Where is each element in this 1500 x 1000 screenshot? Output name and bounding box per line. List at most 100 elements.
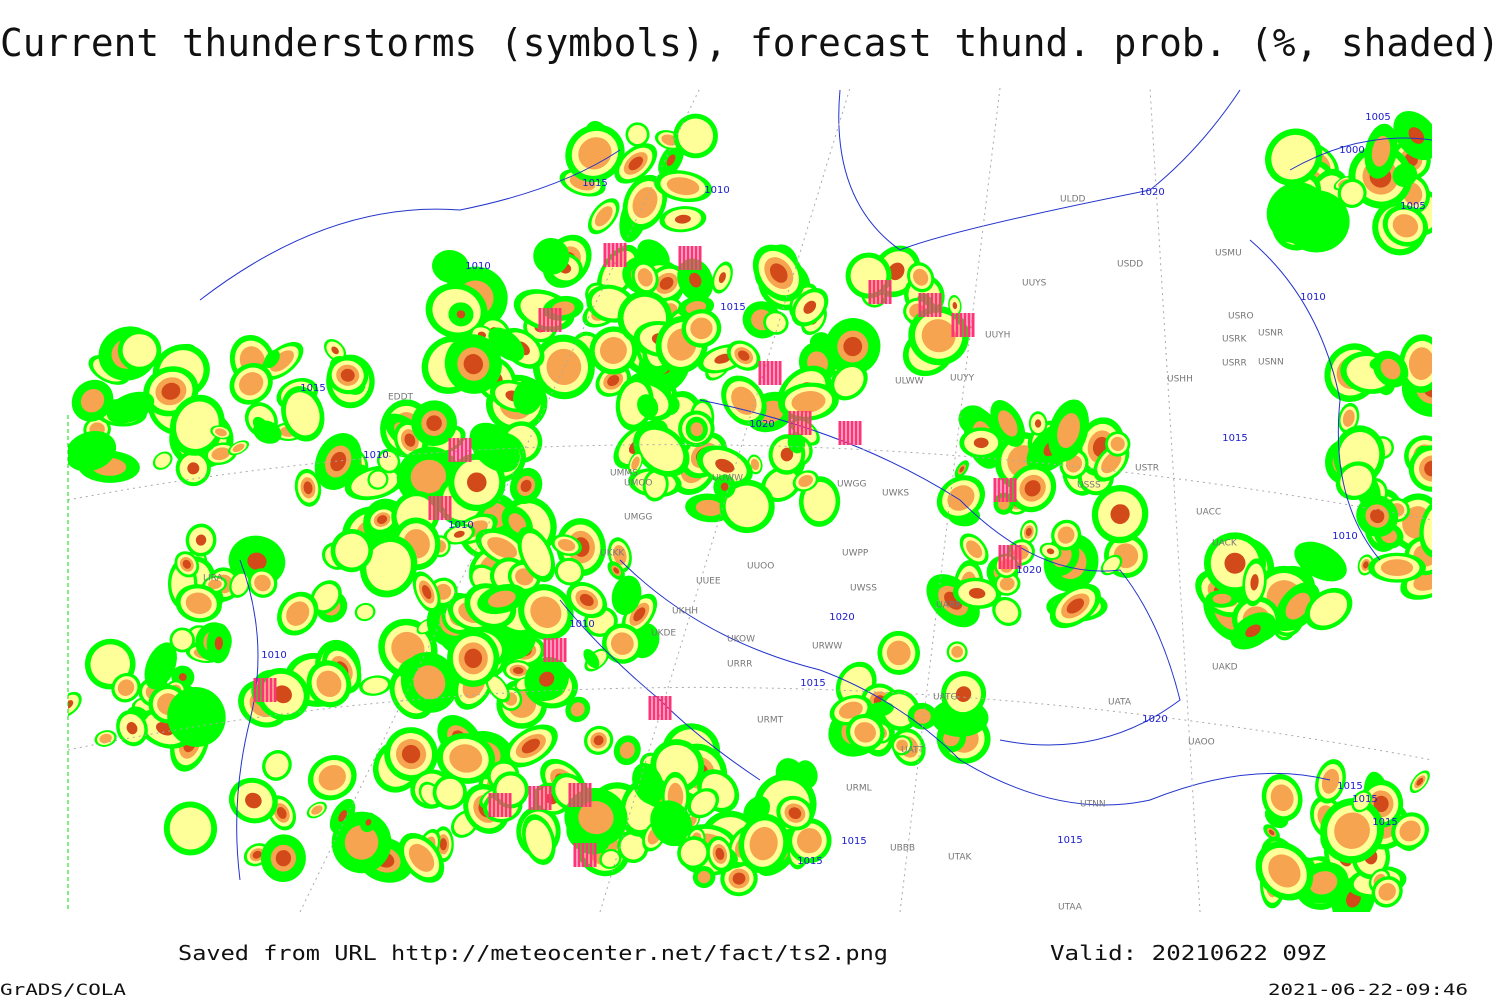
shade-max: [520, 479, 532, 493]
shade-mid: [601, 851, 620, 867]
shade-high: [1380, 358, 1401, 380]
shade-high: [1101, 451, 1122, 474]
shade-high: [921, 319, 956, 353]
shade-high: [690, 422, 704, 437]
isobar-label: 1015: [797, 856, 822, 867]
shade-high: [311, 805, 323, 815]
shade-high: [410, 459, 447, 494]
shade-max: [214, 636, 223, 651]
shade-low: [469, 422, 521, 473]
shade-high: [1342, 409, 1355, 427]
isobar-label: 1015: [800, 678, 825, 689]
shade-high: [551, 301, 575, 316]
shade-max: [453, 530, 465, 538]
credit: GrADS/COLA: [0, 980, 126, 999]
shade-high: [578, 801, 614, 835]
shade-max: [1224, 552, 1246, 574]
source-url: Saved from URL http://meteocenter.net/fa…: [178, 941, 888, 965]
isobar: [199, 149, 621, 301]
graticule: [68, 88, 1432, 912]
station-label: UUOO: [747, 562, 774, 572]
station-label: URMT: [757, 716, 784, 726]
shade-max: [1363, 561, 1369, 569]
station-label: UMOO: [624, 479, 653, 489]
meridian: [899, 88, 1001, 912]
isobar-label: 1010: [569, 619, 594, 630]
shade-mid: [690, 791, 716, 815]
station-label: UAKD: [1212, 663, 1238, 673]
shade-low: [513, 378, 543, 415]
shade-max: [689, 272, 702, 288]
shade-high: [637, 268, 653, 287]
shade-high: [449, 744, 483, 773]
shade-max: [404, 433, 416, 447]
shade-max: [426, 415, 442, 431]
shade-mid: [725, 485, 769, 528]
shade-max: [401, 744, 421, 764]
station-label: EDDT: [388, 393, 414, 403]
shade-max: [1110, 504, 1130, 525]
isobar-label: 1015: [841, 836, 866, 847]
shade-max: [1066, 598, 1085, 614]
station-label: UKKK: [600, 549, 625, 559]
shade-max: [715, 458, 735, 473]
station-label: USSS: [1077, 481, 1101, 491]
isobar: [236, 559, 259, 881]
station-label: UUYS: [1022, 279, 1047, 289]
shade-mid: [1271, 134, 1317, 180]
station-label: UWKS: [882, 489, 909, 499]
isobar: [1289, 137, 1432, 171]
shade-max: [718, 272, 726, 284]
shade-mid: [90, 644, 131, 684]
shade-high: [1268, 854, 1301, 888]
shade-mid: [357, 604, 374, 620]
station-label: UTNN: [1080, 800, 1106, 810]
shade-max: [579, 593, 594, 607]
isobar-label: 1010: [704, 185, 729, 196]
shade-mid: [496, 775, 525, 805]
isobar-label: 1005: [1365, 112, 1390, 123]
shade-low: [167, 687, 226, 747]
isobar-label: 1015: [300, 383, 325, 394]
shade-high: [1270, 784, 1294, 812]
shade-max: [252, 850, 262, 859]
shade-mid: [995, 600, 1019, 623]
shade-high: [599, 337, 627, 364]
shade-mid: [628, 125, 647, 145]
station-label: UWPP: [842, 549, 869, 559]
shade-mid: [313, 583, 339, 611]
valid-time: Valid: 20210622 09Z: [1050, 941, 1326, 965]
shade-mid: [834, 366, 864, 397]
meridian: [299, 88, 701, 912]
shade-high: [254, 574, 271, 592]
shade-low: [809, 332, 830, 350]
station-label: UUYH: [985, 331, 1010, 341]
storm-symbols: [253, 243, 1022, 867]
isobar-label: 1020: [1139, 187, 1164, 198]
shade-high: [914, 708, 931, 724]
title: Current thunderstorms (symbols), forecas…: [0, 21, 1500, 65]
shade-high: [1399, 820, 1421, 842]
station-label: UKHH: [672, 607, 698, 617]
shade-high: [239, 372, 264, 396]
isobar-label: 1015: [1222, 433, 1247, 444]
shade-max: [887, 262, 905, 281]
shade-mid: [656, 744, 699, 787]
shade-max: [421, 585, 432, 600]
shade-low: [533, 237, 570, 275]
shade-high: [966, 540, 983, 558]
shade-max: [952, 301, 958, 310]
shade-mid: [803, 481, 836, 522]
shade-max: [720, 482, 729, 491]
shade-mid: [639, 429, 684, 471]
shade-max: [182, 559, 191, 569]
shade-mid: [620, 834, 645, 860]
shade-mid: [362, 677, 388, 694]
shade-max: [973, 437, 989, 449]
shade-mid: [169, 807, 212, 850]
shade-max: [780, 447, 794, 462]
station-label: URRR: [727, 660, 752, 670]
station-label: ULDD: [1060, 195, 1086, 205]
shade-high: [408, 843, 435, 872]
